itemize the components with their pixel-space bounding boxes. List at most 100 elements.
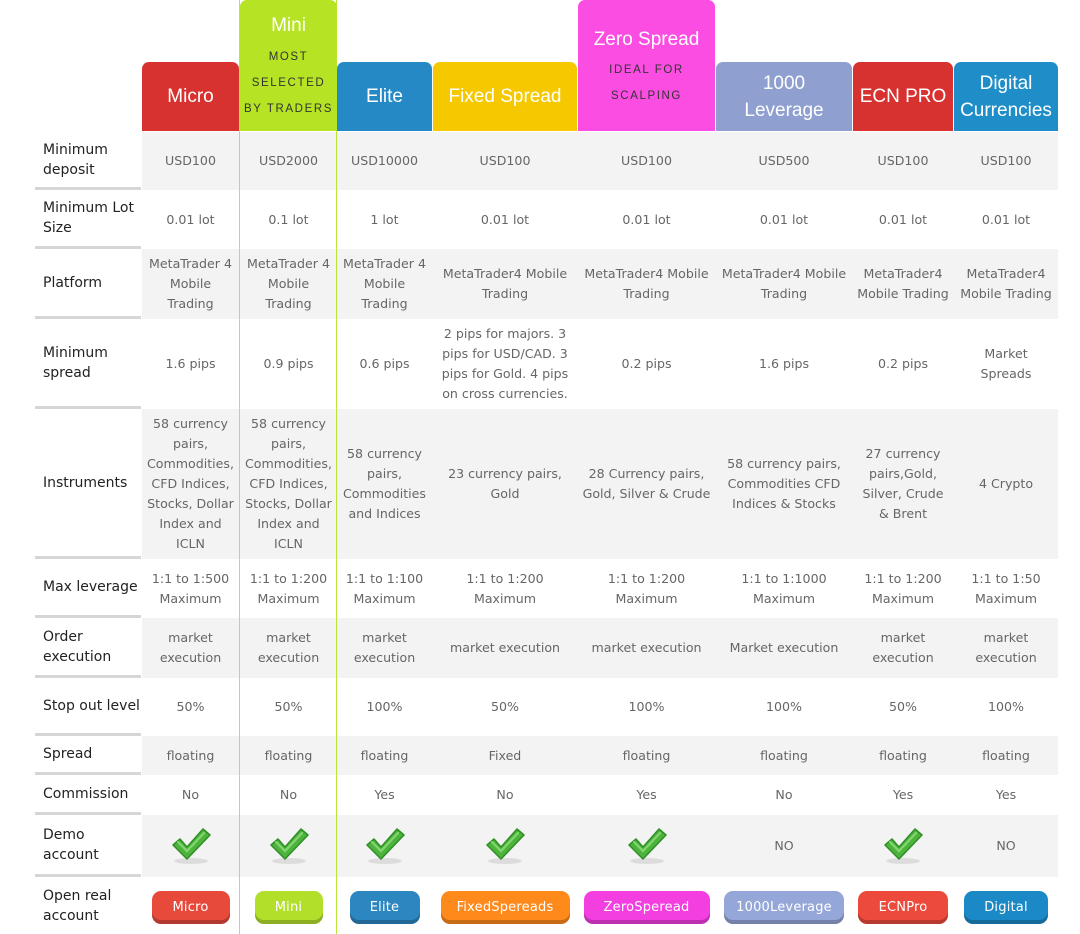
table-cell — [337, 815, 432, 877]
table-cell: 0.6 pips — [337, 319, 432, 409]
table-cell: floating — [240, 736, 337, 775]
table-cell: 50% — [240, 678, 337, 736]
table-cell: No — [716, 775, 852, 815]
table-cell: floating — [578, 736, 715, 775]
table-cell: USD100 — [853, 132, 953, 190]
cell-text: 27 currency pairs,Gold, Silver, Crude & … — [862, 446, 944, 521]
open-account-button-zerosperead[interactable]: ZeroSperead — [583, 891, 710, 924]
header-micro: Micro — [142, 62, 239, 131]
cell-text: 1 lot — [370, 211, 399, 227]
open-account-button-digital[interactable]: Digital — [964, 891, 1048, 924]
table-cell: 0.01 lot — [716, 190, 852, 249]
table-cell: No — [240, 775, 337, 815]
table-cell: MetaTrader4 Mobile Trading — [433, 249, 577, 319]
row-label-max-leverage: Max leverage — [35, 559, 141, 618]
table-cell: 23 currency pairs, Gold — [433, 409, 577, 559]
table-cell: NO — [954, 815, 1058, 877]
plan-tagline: IDEAL FOR — [609, 64, 684, 76]
cell-text: MetaTrader4 Mobile Trading — [442, 266, 568, 301]
cell-text: USD100 — [165, 153, 216, 168]
cell-text: USD100 — [980, 153, 1032, 168]
cell-text: Fixed — [488, 747, 522, 763]
cell-text: NO — [996, 838, 1016, 853]
open-account-button-micro[interactable]: Micro — [151, 891, 230, 924]
table-cell: 0.01 lot — [142, 190, 239, 249]
table-cell: USD500 — [716, 132, 852, 190]
cell-text: 50% — [274, 699, 303, 714]
cell-text: floating — [360, 747, 409, 763]
table-cell: 0.01 lot — [853, 190, 953, 249]
table-cell: 0.1 lot — [240, 190, 337, 249]
table-cell: 1:1 to 1:200 Maximum — [433, 559, 577, 618]
cell-text: 0.2 pips — [877, 356, 929, 371]
table-cell: MetaTrader 4 Mobile Trading — [240, 249, 337, 319]
cell-text: 28 Currency pairs, Gold, Silver & Crude — [582, 466, 711, 501]
row-background — [142, 249, 1058, 319]
table-cell: MetaTrader4 Mobile Trading — [954, 249, 1058, 319]
table-cell: 1.6 pips — [142, 319, 239, 409]
table-cell: 58 currency pairs, Commodities and Indic… — [337, 409, 432, 559]
checkmark-icon — [881, 826, 925, 866]
cell-text: market execution — [872, 630, 934, 665]
table-cell — [433, 815, 577, 877]
cell-text: 1:1 to 1:100 Maximum — [345, 570, 424, 606]
row-label-demo-account: Demo account — [35, 815, 141, 877]
cell-text: 0.1 lot — [268, 211, 309, 227]
table-cell: 1:1 to 1:200 Maximum — [853, 559, 953, 618]
cell-text: 1.6 pips — [165, 356, 216, 371]
table-cell: 0.01 lot — [578, 190, 715, 249]
row-background — [142, 190, 1058, 249]
open-account-button-ecnpro[interactable]: ECNPro — [858, 891, 948, 924]
cell-text: floating — [264, 747, 313, 763]
open-account-button-fixedspereads[interactable]: FixedSpereads — [440, 891, 570, 924]
cell-text: 1:1 to 1:500 Maximum — [151, 570, 230, 606]
cell-text: Market execution — [729, 640, 839, 655]
cell-text: MetaTrader4 Mobile Trading — [721, 266, 847, 301]
header-1000-leverage: 1000 Leverage — [716, 62, 852, 131]
cell-text: 1:1 to 1:200 Maximum — [864, 570, 942, 606]
cell-text: 50% — [889, 699, 917, 714]
table-cell: floating — [337, 736, 432, 775]
header-digital-currencies: Digital Currencies — [954, 62, 1058, 131]
table-cell: 1:1 to 1:50 Maximum — [954, 559, 1058, 618]
table-cell: 58 currency pairs, Commodities, CFD Indi… — [142, 409, 239, 559]
table-cell: 100% — [337, 678, 432, 736]
table-cell: market execution — [240, 618, 337, 678]
header-zero-spread: Zero Spread IDEAL FOR SCALPING — [578, 0, 715, 131]
cell-text: MetaTrader 4 Mobile Trading — [247, 256, 330, 311]
cell-text: 100% — [987, 699, 1024, 714]
row-label-spread: Spread — [35, 736, 141, 775]
cell-text: 1:1 to 1:200 Maximum — [249, 570, 328, 606]
table-cell: market execution — [433, 618, 577, 678]
checkmark-icon — [169, 826, 213, 866]
table-cell: 1:1 to 1:500 Maximum — [142, 559, 239, 618]
table-cell: Market Spreads — [954, 319, 1058, 409]
table-cell: 100% — [578, 678, 715, 736]
plan-name: Elite — [366, 86, 403, 107]
cell-text: Yes — [995, 787, 1017, 802]
row-label-stop-out-level: Stop out level — [35, 678, 141, 736]
cell-text: 100% — [366, 699, 403, 714]
cell-text: 0.01 lot — [878, 211, 928, 227]
table-cell: MetaTrader 4 Mobile Trading — [337, 249, 432, 319]
checkmark-icon — [363, 826, 407, 866]
open-account-button-1000leverage[interactable]: 1000Leverage — [724, 891, 844, 924]
cell-text: USD500 — [758, 153, 810, 168]
table-cell: 0.01 lot — [954, 190, 1058, 249]
header-ecn-pro: ECN PRO — [853, 62, 953, 131]
open-account-button-mini[interactable]: Mini — [254, 891, 323, 924]
table-cell: market execution — [142, 618, 239, 678]
table-cell: 58 currency pairs, Commodities CFD Indic… — [716, 409, 852, 559]
open-account-button-elite[interactable]: Elite — [349, 891, 420, 924]
cell-text: 1:1 to 1:50 Maximum — [971, 570, 1041, 606]
cell-text: USD100 — [621, 153, 672, 168]
plan-name: Fixed Spread — [448, 86, 562, 107]
cell-text: floating — [622, 747, 671, 763]
cell-text: Market Spreads — [980, 346, 1032, 381]
cell-text: 100% — [765, 699, 802, 714]
table-cell: floating — [142, 736, 239, 775]
row-background — [142, 559, 1058, 618]
table-cell: USD100 — [433, 132, 577, 190]
row-background — [142, 736, 1058, 775]
cell-text: No — [181, 787, 200, 802]
